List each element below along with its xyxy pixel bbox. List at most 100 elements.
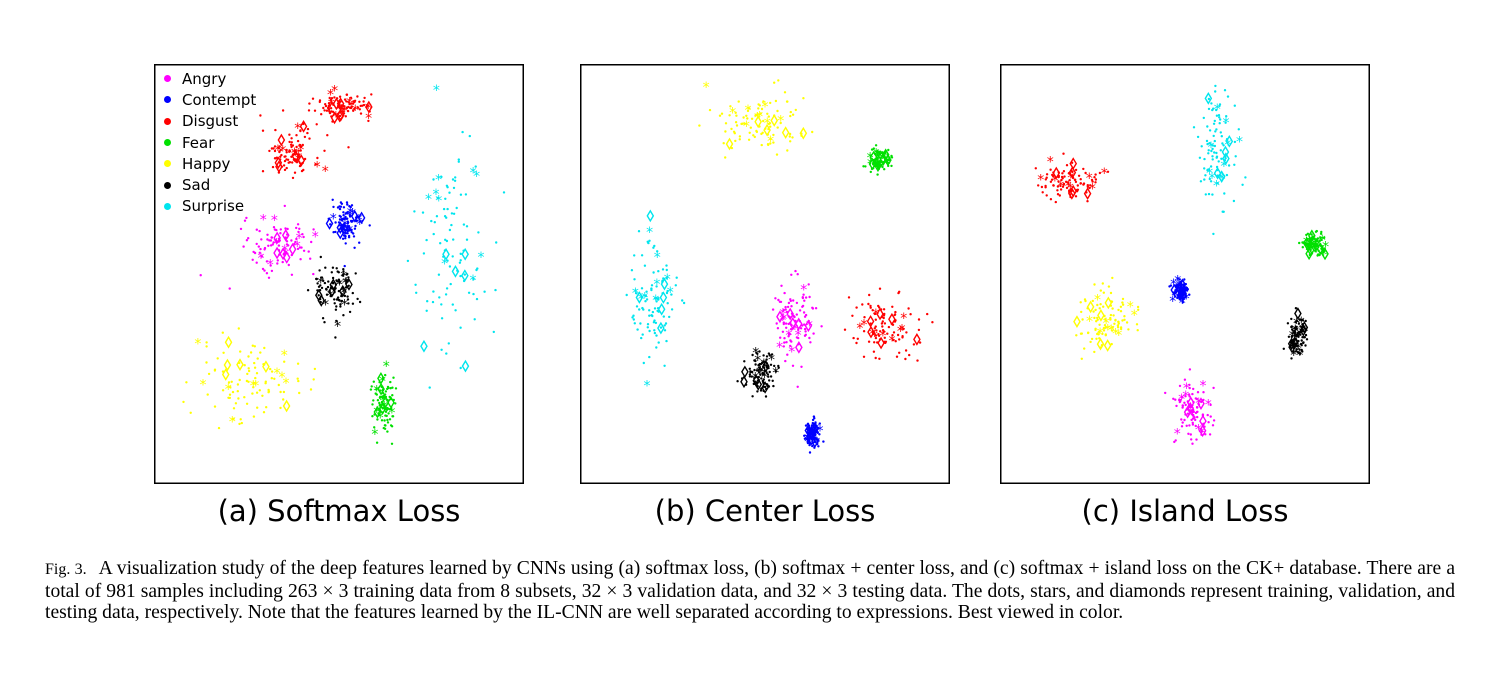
training-point [768, 370, 771, 374]
testing-point [461, 359, 470, 373]
training-point [430, 219, 433, 223]
training-point [306, 131, 309, 135]
training-point [636, 328, 639, 331]
training-point [661, 268, 665, 271]
validation-point: * [388, 405, 395, 421]
training-point [1190, 413, 1194, 416]
training-point [290, 273, 294, 276]
validation-point: * [1310, 239, 1317, 255]
training-point [354, 272, 357, 275]
training-point [334, 221, 337, 224]
testing-point [350, 209, 359, 223]
training-point [769, 101, 772, 105]
validation-point: * [745, 103, 752, 119]
training-point [353, 246, 356, 249]
validation-point: * [200, 378, 207, 394]
training-point [767, 115, 770, 118]
training-point [299, 129, 302, 132]
training-point [1204, 193, 1207, 196]
training-point [468, 134, 471, 138]
training-point [761, 379, 764, 383]
testing-point [336, 97, 345, 110]
validation-point: * [804, 432, 811, 448]
training-point [451, 255, 454, 258]
training-point [1232, 199, 1236, 203]
testing-point [1222, 152, 1230, 166]
training-point [758, 350, 761, 353]
validation-point: * [817, 423, 824, 439]
training-point [331, 198, 334, 201]
training-point [749, 371, 752, 374]
training-point [752, 134, 755, 137]
training-point [331, 276, 335, 280]
training-point [335, 319, 338, 323]
testing-point [754, 115, 762, 129]
training-point [284, 227, 287, 230]
training-point [1304, 333, 1308, 337]
training-point [803, 323, 806, 326]
training-point [1223, 192, 1226, 195]
validation-point: * [897, 324, 904, 340]
training-point [884, 341, 887, 345]
training-point [878, 357, 881, 360]
testing-point [221, 368, 230, 381]
training-point [774, 297, 777, 300]
training-point [1198, 156, 1202, 159]
training-point [908, 353, 911, 357]
training-point [243, 396, 246, 399]
training-point [759, 373, 762, 376]
training-point [317, 294, 320, 297]
training-point [779, 336, 782, 339]
training-point [451, 178, 455, 181]
testing-point [1305, 247, 1313, 261]
training-point [454, 176, 457, 179]
testing-point [373, 405, 382, 419]
training-point [776, 327, 780, 330]
training-point [445, 216, 448, 219]
training-point [670, 308, 674, 311]
training-point [335, 305, 338, 308]
training-point [267, 276, 271, 279]
training-point [327, 108, 331, 111]
training-point [655, 300, 658, 303]
plot-panel-island: * * * * * * * * * * * * * * * * * * * * * * * * * * * * * * * * * * * * * * * *… [1000, 64, 1370, 484]
training-point [293, 242, 296, 246]
validation-point: * [879, 151, 886, 167]
cluster-surprise: ********** [1192, 84, 1247, 236]
training-point [273, 377, 276, 380]
training-point [1296, 345, 1299, 348]
training-point [1207, 149, 1210, 152]
training-point [358, 300, 362, 304]
training-point [1101, 282, 1104, 285]
testing-point [1103, 339, 1112, 352]
training-point [646, 323, 650, 326]
training-point [347, 221, 350, 224]
training-point [1175, 404, 1178, 408]
training-point [1174, 295, 1177, 298]
training-point [878, 152, 882, 156]
validation-point: * [1312, 237, 1319, 253]
training-point [1102, 326, 1106, 330]
training-point [351, 102, 355, 105]
training-point [386, 385, 390, 389]
training-point [758, 366, 761, 369]
training-point [862, 355, 866, 358]
training-point [1199, 180, 1203, 183]
training-point [263, 246, 267, 250]
training-point [1187, 432, 1190, 435]
testing-point [659, 291, 668, 304]
training-point [759, 112, 763, 115]
training-point [319, 284, 322, 287]
cluster-fear: ********** [1298, 229, 1329, 264]
training-point [904, 349, 908, 352]
training-point [457, 160, 460, 163]
training-point [1169, 284, 1173, 287]
training-point [296, 139, 300, 143]
training-point [267, 244, 270, 247]
training-point [1104, 318, 1107, 321]
training-point [1319, 232, 1323, 235]
training-point [232, 417, 235, 420]
training-point [1102, 305, 1105, 308]
training-point [251, 258, 254, 261]
training-point [1215, 151, 1218, 155]
